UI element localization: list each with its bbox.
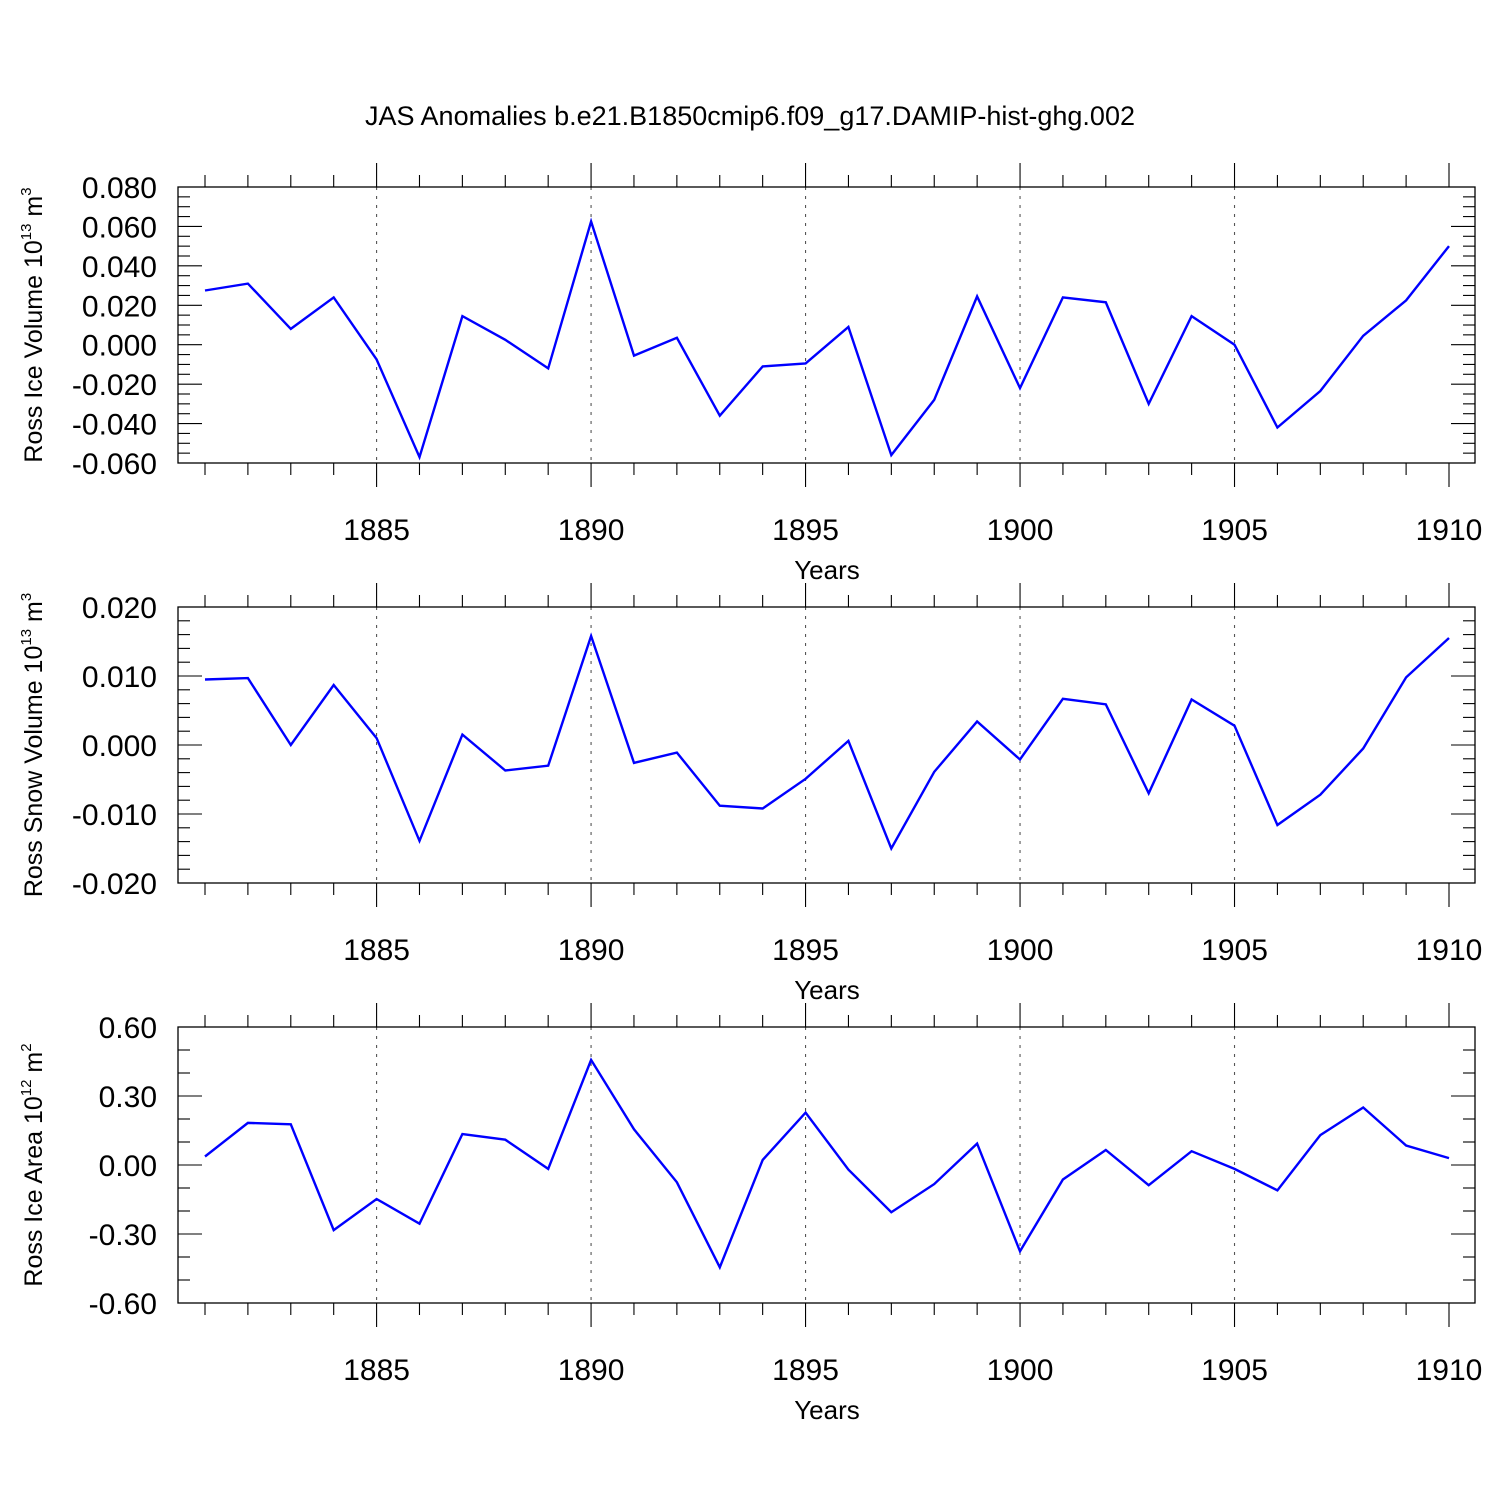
y-tick-label: -0.060 <box>72 448 157 481</box>
y-tick-label: 0.000 <box>82 730 157 763</box>
y-tick-label: 0.010 <box>82 661 157 694</box>
y-tick-label: -0.020 <box>72 868 157 901</box>
y-tick-label: -0.010 <box>72 799 157 832</box>
x-tick-label: 1900 <box>987 514 1054 547</box>
x-tick-label: 1885 <box>343 934 410 967</box>
y-tick-label: 0.020 <box>82 592 157 625</box>
y-axis-label-main: Ross Snow Volume 10 <box>20 646 48 898</box>
panel-1: 0.080 0.060 0.040 0.020 0.000 -0.020 -0.040 -0.… <box>18 163 1482 585</box>
y-axis-label-exponent: 12 <box>18 1080 35 1097</box>
x-tick-label: 1895 <box>772 514 839 547</box>
y-tick-label: 0.30 <box>99 1081 157 1114</box>
x-tick-label: 1905 <box>1201 514 1268 547</box>
y-axis-label-unit-exponent: 2 <box>18 1043 35 1051</box>
data-series-line <box>204 217 1450 461</box>
y-tick-label: -0.30 <box>89 1219 157 1252</box>
y-axis-label-unit: m <box>20 601 48 629</box>
y-tick-label: 0.060 <box>82 211 157 244</box>
x-tick-label: 1885 <box>343 1354 410 1387</box>
y-axis-label-unit-exponent: 3 <box>18 593 35 601</box>
y-axis-label: Ross Snow Volume 1013 m3 <box>18 593 48 897</box>
y-tick-label: 0.080 <box>82 172 157 205</box>
y-tick-label: 0.000 <box>82 330 157 363</box>
panels-container: 0.080 0.060 0.040 0.020 0.000 -0.020 -0.040 -0.… <box>18 163 1482 1425</box>
y-axis-label-exponent: 13 <box>18 224 35 241</box>
x-tick-label: 1910 <box>1416 514 1483 547</box>
x-tick-label: 1910 <box>1416 934 1483 967</box>
y-tick-label: -0.60 <box>89 1288 157 1321</box>
y-tick-label: 0.00 <box>99 1150 157 1183</box>
y-axis-label-exponent: 13 <box>18 629 35 646</box>
y-axis-label-main: Ross Ice Area 10 <box>20 1096 48 1286</box>
figure-title: JAS Anomalies b.e21.B1850cmip6.f09_g17.D… <box>365 101 1135 131</box>
x-tick-label: 1905 <box>1201 934 1268 967</box>
data-series-line <box>204 632 1450 852</box>
plot-frame <box>177 186 1476 464</box>
plot-frame <box>177 1026 1476 1304</box>
x-axis-label: Years <box>794 975 860 1005</box>
data-series-line <box>204 1057 1450 1271</box>
x-tick-label: 1890 <box>558 514 625 547</box>
y-tick-label: 0.60 <box>99 1012 157 1045</box>
x-tick-label: 1890 <box>558 1354 625 1387</box>
y-tick-label: 0.020 <box>82 290 157 323</box>
x-tick-label: 1900 <box>987 934 1054 967</box>
x-tick-label: 1910 <box>1416 1354 1483 1387</box>
x-axis-label: Years <box>794 555 860 585</box>
panel-3: 0.60 0.30 0.00 -0.30 -0.60 1885 1890 1895 1900 19… <box>18 1003 1482 1425</box>
x-tick-label: 1900 <box>987 1354 1054 1387</box>
y-axis-label-unit: m <box>20 196 48 224</box>
y-axis-label-unit: m <box>20 1052 48 1080</box>
y-axis-label-main: Ross Ice Volume 10 <box>20 240 48 462</box>
y-axis-label: Ross Ice Area 1012 m2 <box>18 1043 48 1286</box>
y-tick-label: -0.020 <box>72 369 157 402</box>
x-tick-label: 1895 <box>772 1354 839 1387</box>
y-axis-label: Ross Ice Volume 1013 m3 <box>18 187 48 462</box>
x-tick-label: 1890 <box>558 934 625 967</box>
x-axis-label: Years <box>794 1395 860 1425</box>
y-axis-label-unit-exponent: 3 <box>18 187 35 195</box>
plot-frame <box>177 606 1476 884</box>
panel-2: 0.020 0.010 0.000 -0.010 -0.020 1885 1890 1895 1… <box>18 583 1482 1005</box>
x-tick-label: 1905 <box>1201 1354 1268 1387</box>
x-tick-label: 1885 <box>343 514 410 547</box>
y-tick-label: 0.040 <box>82 251 157 284</box>
y-tick-label: -0.040 <box>72 409 157 442</box>
x-tick-label: 1895 <box>772 934 839 967</box>
